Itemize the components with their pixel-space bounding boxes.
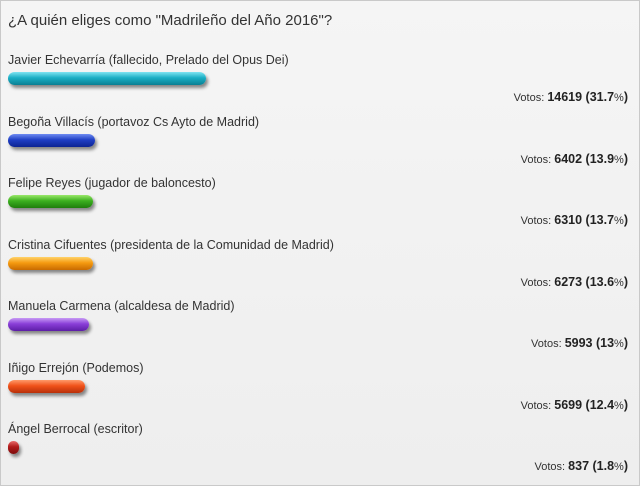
option-label: Javier Echevarría (fallecido, Prelado de… [8, 53, 289, 67]
vote-count: Votos: 837 (1.8%) [535, 459, 628, 473]
vote-count: Votos: 5699 (12.4%) [521, 398, 628, 412]
votes-label: Votos: [531, 338, 565, 350]
option-label: Cristina Cifuentes (presidenta de la Com… [8, 237, 334, 252]
bar-track [8, 318, 468, 336]
percent-close: ) [623, 151, 628, 166]
vote-count: Votos: 6402 (13.9%) [521, 152, 628, 166]
percent-sign: % [614, 461, 624, 473]
vote-percent: (13.7 [582, 213, 615, 227]
bar-track [8, 441, 468, 459]
vote-number: 5699 [554, 397, 583, 412]
percent-sign: % [614, 215, 624, 227]
poll-title: ¿A quién eliges como "Madrileño del Año … [8, 12, 333, 29]
option-label: Felipe Reyes (jugador de baloncesto) [8, 176, 216, 190]
poll-option-6: Iñigo Errejón (Podemos) Votos: 5699 (12.4… [1, 361, 640, 423]
vote-number: 6402 [554, 151, 583, 166]
vote-number: 14619 [547, 90, 583, 104]
vote-bar [8, 441, 19, 454]
bar-track [8, 256, 468, 275]
poll-option-4: Cristina Cifuentes (presidenta de la Com… [1, 238, 640, 300]
vote-count: Votos: 6310 (13.7%) [521, 213, 628, 227]
vote-number: 837 [568, 459, 590, 473]
percent-sign: % [614, 338, 624, 350]
votes-label: Votos: [520, 153, 555, 166]
option-label: Manuela Carmena (alcaldesa de Madrid) [8, 299, 235, 313]
option-label: Iñigo Errejón (Podemos) [8, 360, 144, 375]
vote-percent: (1.8 [589, 459, 615, 473]
vote-bar [8, 72, 206, 85]
vote-bar [8, 256, 93, 270]
percent-close: ) [623, 336, 628, 350]
vote-number: 5993 [564, 336, 593, 350]
votes-label: Votos: [513, 92, 548, 104]
percent-sign: % [614, 92, 624, 104]
percent-sign: % [614, 399, 624, 412]
vote-number: 6310 [554, 213, 583, 227]
vote-percent: (12.4 [582, 397, 615, 412]
poll-option-3: Felipe Reyes (jugador de baloncesto) Voto… [1, 176, 640, 238]
vote-count: Votos: 5993 (13%) [531, 336, 628, 350]
vote-percent: (31.7 [582, 90, 615, 104]
option-label: Begoña Villacís (portavoz Cs Ayto de Mad… [8, 114, 260, 129]
option-label: Ángel Berrocal (escritor) [8, 422, 143, 436]
vote-percent: (13.9 [582, 151, 615, 166]
vote-bar [8, 379, 85, 393]
votes-label: Votos: [520, 276, 555, 289]
percent-close: ) [623, 459, 628, 473]
vote-number: 6273 [554, 274, 583, 289]
bar-track [8, 72, 468, 90]
poll-option-7: Ángel Berrocal (escritor) Votos: 837 (1.8… [1, 422, 640, 484]
votes-label: Votos: [534, 461, 569, 473]
poll-option-1: Javier Echevarría (fallecido, Prelado de… [1, 53, 640, 115]
percent-close: ) [623, 274, 628, 289]
vote-bar [8, 195, 93, 208]
vote-bar [8, 318, 89, 331]
votes-label: Votos: [520, 215, 555, 227]
vote-bar [8, 133, 95, 147]
percent-close: ) [623, 90, 628, 104]
percent-sign: % [614, 153, 624, 166]
bar-track [8, 133, 468, 152]
percent-close: ) [623, 397, 628, 412]
vote-percent: (13.6 [582, 274, 615, 289]
vote-count: Votos: 14619 (31.7%) [514, 90, 628, 104]
vote-count: Votos: 6273 (13.6%) [521, 275, 628, 289]
poll-option-2: Begoña Villacís (portavoz Cs Ayto de Mad… [1, 115, 640, 177]
bar-track [8, 195, 468, 213]
percent-close: ) [623, 213, 628, 227]
bar-track [8, 379, 468, 398]
percent-sign: % [614, 276, 624, 289]
poll-option-5: Manuela Carmena (alcaldesa de Madrid) Vot… [1, 299, 640, 361]
vote-percent: (13 [592, 336, 615, 350]
votes-label: Votos: [520, 399, 555, 412]
